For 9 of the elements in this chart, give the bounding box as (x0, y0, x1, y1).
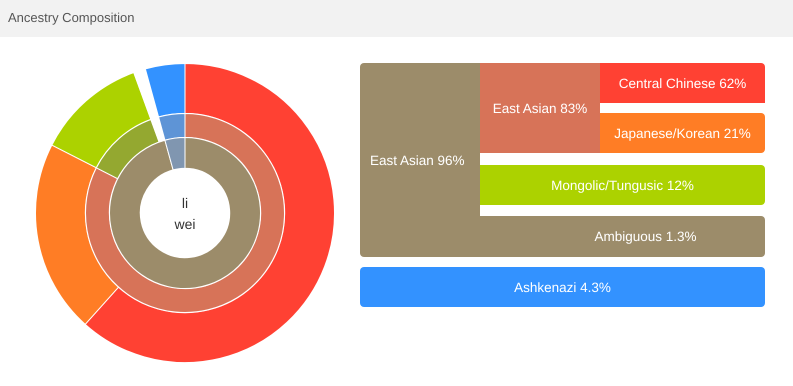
category-label: Japanese/Korean 21% (600, 113, 765, 153)
category-label: East Asian 83% (480, 63, 600, 153)
chart-title: Ancestry Composition (0, 0, 793, 37)
category-label: East Asian 96% (360, 63, 480, 257)
category-label: Ambiguous 1.3% (480, 216, 765, 257)
text: li wei (173, 194, 196, 234)
category-label: Central Chinese 62% (600, 63, 765, 103)
category-label: Mongolic/Tungusic 12% (480, 165, 765, 205)
category-label: Ashkenazi 4.3% (360, 267, 765, 307)
